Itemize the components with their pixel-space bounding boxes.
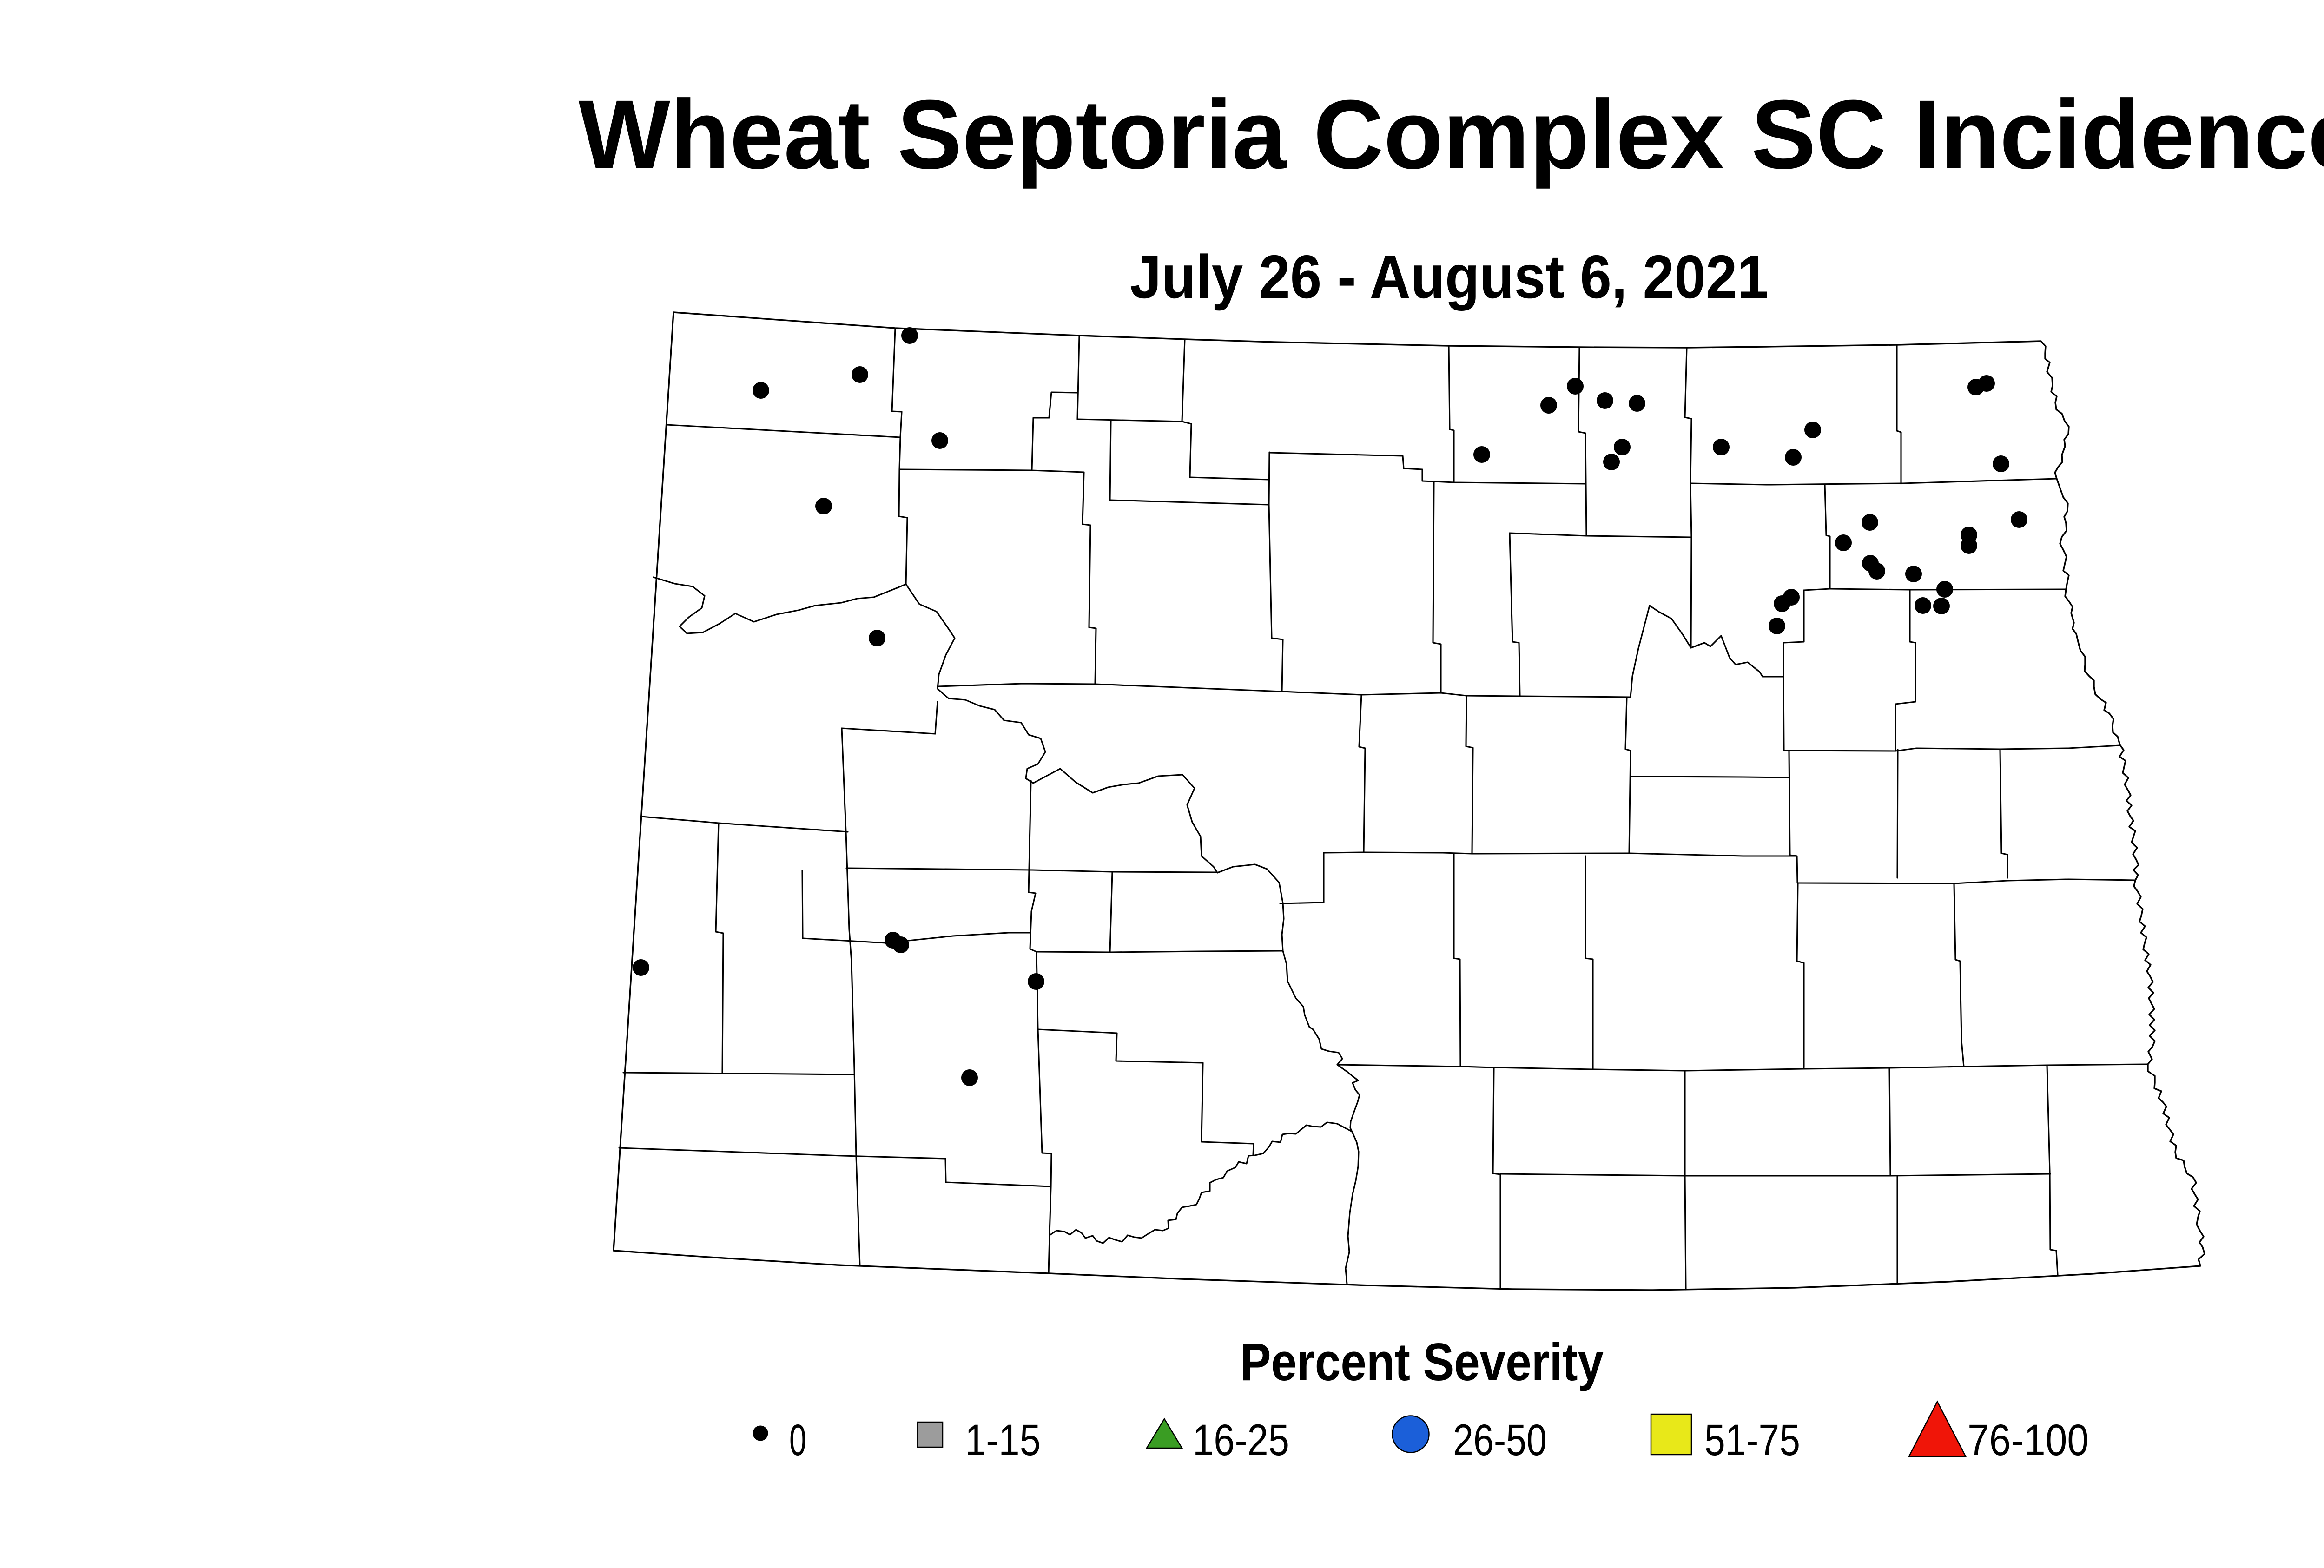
svg-text:Percent Severity: Percent Severity xyxy=(1240,1333,1604,1392)
svg-text:Wheat Septoria Complex SC Inci: Wheat Septoria Complex SC Incidence xyxy=(579,79,2324,189)
svg-text:0: 0 xyxy=(789,1416,806,1465)
svg-text:76-100: 76-100 xyxy=(1967,1416,2089,1465)
svg-text:1-15: 1-15 xyxy=(965,1416,1041,1465)
svg-text:16-25: 16-25 xyxy=(1193,1416,1289,1465)
svg-text:July 26 - August 6, 2021: July 26 - August 6, 2021 xyxy=(1130,243,1769,311)
svg-text:26-50: 26-50 xyxy=(1453,1416,1547,1465)
svg-text:51-75: 51-75 xyxy=(1704,1416,1800,1465)
